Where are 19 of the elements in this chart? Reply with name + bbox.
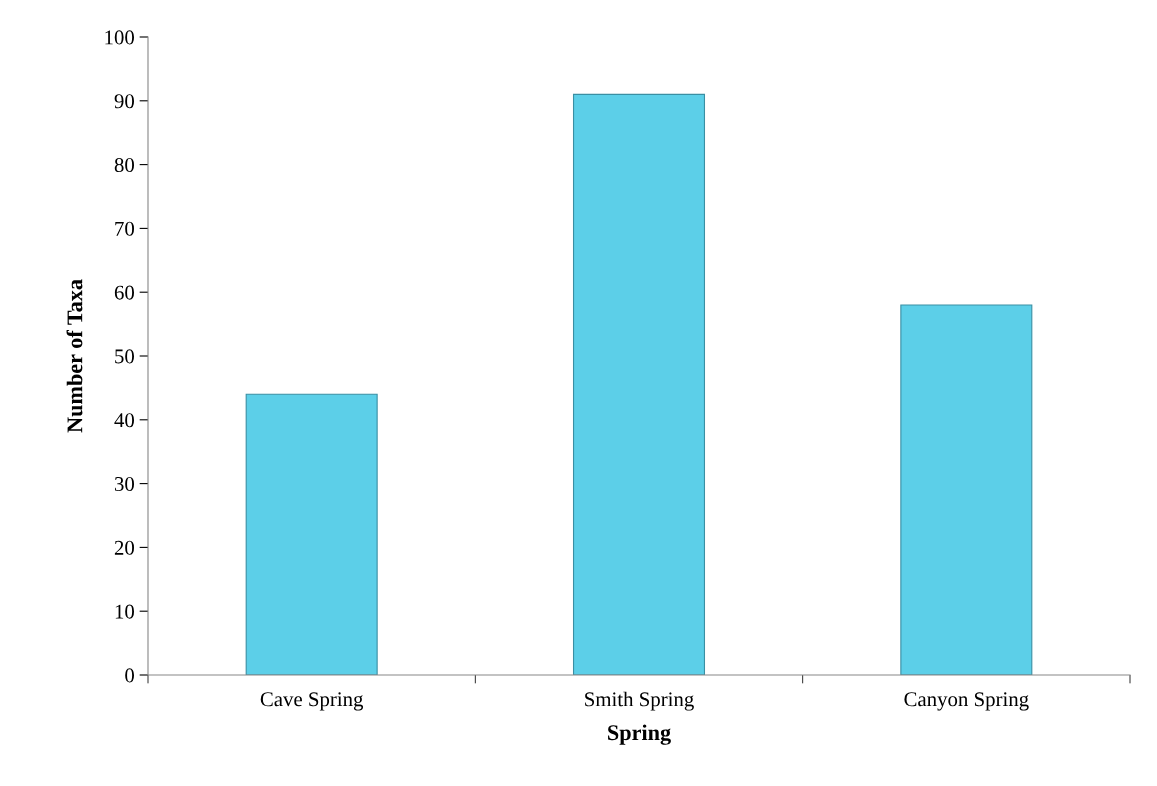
x-tick-label: Cave Spring — [260, 692, 364, 711]
bar — [900, 304, 1033, 675]
y-tick-label: 70 — [115, 221, 135, 236]
y-axis-title: Number of Taxa — [66, 279, 83, 433]
y-tick-label: 10 — [115, 604, 135, 619]
x-tick-label: Canyon Spring — [904, 692, 1029, 711]
y-tick-label: 90 — [114, 94, 135, 109]
y-tick-label: 0 — [125, 668, 135, 683]
y-tick-label: 20 — [114, 540, 135, 555]
x-axis-title: Spring — [608, 724, 671, 745]
y-tick-label: 50 — [115, 349, 135, 364]
y-tick-label: 100 — [105, 30, 135, 45]
y-tick-label: 40 — [114, 413, 135, 428]
y-tick-label: 60 — [114, 285, 135, 300]
bar — [572, 93, 706, 675]
bar — [245, 393, 378, 675]
y-tick-label: 30 — [114, 476, 135, 492]
y-tick-label: 80 — [114, 157, 135, 173]
x-tick-label: Smith Spring — [585, 691, 694, 711]
